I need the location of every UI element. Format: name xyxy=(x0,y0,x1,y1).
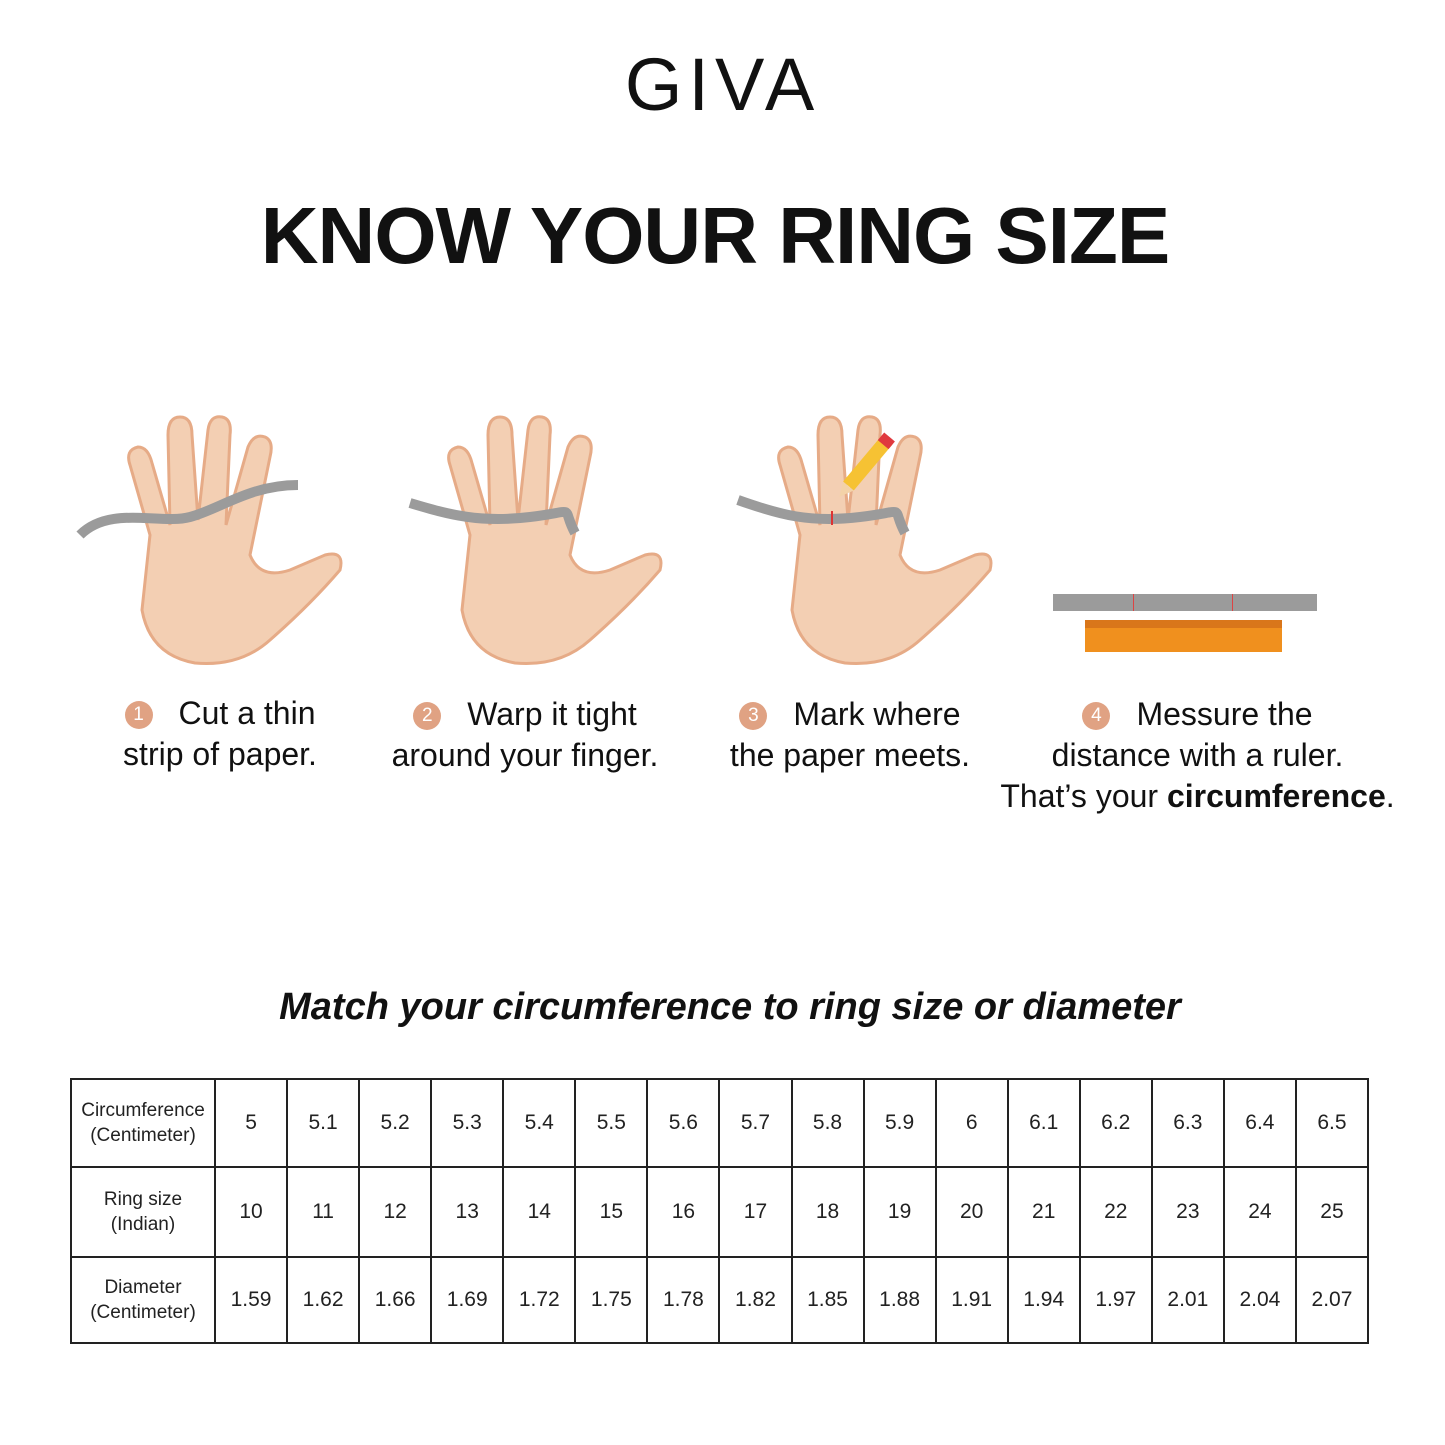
table-cell: 22 xyxy=(1078,1166,1153,1258)
pencil-icon xyxy=(839,432,895,497)
table-cell: 1.66 xyxy=(358,1256,433,1344)
table-cell: 17 xyxy=(718,1166,793,1258)
table-cell: 1.85 xyxy=(790,1256,865,1344)
table-cell: 1.91 xyxy=(934,1256,1009,1344)
step-text: Mark where xyxy=(793,696,961,732)
paper-strip xyxy=(1053,594,1317,611)
table-cell: 25 xyxy=(1294,1166,1370,1258)
table-cell: 5.9 xyxy=(862,1078,937,1168)
table-cell: 1.69 xyxy=(430,1256,505,1344)
table-cell: 2.04 xyxy=(1222,1256,1297,1344)
table-cell: 1.97 xyxy=(1078,1256,1153,1344)
step-1: 1 Cut a thin strip of paper. xyxy=(40,693,400,775)
row-header-text: Diameter xyxy=(104,1277,182,1298)
table-cell: 15 xyxy=(574,1166,649,1258)
step-4: 4 Messure the distance with a ruler. That’s… xyxy=(990,694,1405,817)
table-cell: 1.88 xyxy=(862,1256,937,1344)
hand-illustration-step-3 xyxy=(736,415,993,666)
table-cell: 6.5 xyxy=(1294,1078,1370,1168)
table-cell: 14 xyxy=(502,1166,577,1258)
step-text: the paper meets. xyxy=(729,737,971,773)
table-cell: 6.1 xyxy=(1006,1078,1081,1168)
circumference-emphasis: circumference xyxy=(1166,778,1386,814)
page-title: KNOW YOUR RING SIZE xyxy=(260,191,1170,280)
table-cell: 5.6 xyxy=(646,1078,721,1168)
table-subtitle: Match your circumference to ring size or… xyxy=(279,986,1181,1028)
table-cell: 5.4 xyxy=(502,1078,577,1168)
table-cell: 16 xyxy=(646,1166,721,1258)
table-cell: 5.2 xyxy=(358,1078,433,1168)
table-cell: 1.82 xyxy=(718,1256,793,1344)
step-3: 3 Mark where the paper meets. xyxy=(670,694,1030,776)
table-cell: 24 xyxy=(1222,1166,1297,1258)
step-number-badge: 4 xyxy=(1082,702,1111,730)
table-row: Ring size (Indian) 10 11 12 13 14 15 16 17 18 19 20 2… xyxy=(70,1166,1370,1258)
row-header: Circumference (Centimeter) xyxy=(70,1078,216,1168)
table-cell: 1.78 xyxy=(646,1256,721,1344)
row-header-text: Ring size xyxy=(103,1189,183,1210)
table-cell: 1.59 xyxy=(213,1256,289,1344)
table-cell: 23 xyxy=(1150,1166,1225,1258)
giva-logo: GIVA xyxy=(624,43,821,126)
table-cell: 13 xyxy=(430,1166,505,1258)
step-text: . xyxy=(1385,778,1395,814)
table-cell: 1.94 xyxy=(1006,1256,1081,1344)
table-cell: 5.7 xyxy=(718,1078,793,1168)
table-cell: 5.8 xyxy=(790,1078,865,1168)
table-cell: 20 xyxy=(934,1166,1009,1258)
step-number-badge: 2 xyxy=(413,702,442,730)
table-cell: 6.3 xyxy=(1150,1078,1225,1168)
step-text: Messure the xyxy=(1136,696,1313,732)
table-row: Diameter (Centimeter) 1.59 1.62 1.66 1.69 1.72… xyxy=(70,1256,1370,1344)
step-number-badge: 3 xyxy=(739,702,768,730)
row-header-text: Circumference xyxy=(81,1100,205,1121)
hand-illustration-step-1 xyxy=(76,415,343,666)
row-header: Ring size (Indian) xyxy=(70,1166,216,1258)
table-cell: 11 xyxy=(286,1166,361,1258)
table-cell: 5 xyxy=(213,1078,289,1168)
table-cell: 5.5 xyxy=(574,1078,649,1168)
step-text: strip of paper. xyxy=(123,736,317,772)
table-cell: 6 xyxy=(934,1078,1009,1168)
table-cell: 18 xyxy=(790,1166,865,1258)
ruler-icon xyxy=(1085,620,1282,652)
table-cell: 21 xyxy=(1006,1166,1081,1258)
table-cell: 19 xyxy=(862,1166,937,1258)
step-text: That’s your xyxy=(1000,778,1167,814)
table-cell: 1.62 xyxy=(286,1256,361,1344)
table-cell: 1.72 xyxy=(502,1256,577,1344)
table-cell: 6.2 xyxy=(1078,1078,1153,1168)
table-cell: 1.75 xyxy=(574,1256,649,1344)
table-cell: 6.4 xyxy=(1222,1078,1297,1168)
row-header-text: (Indian) xyxy=(110,1214,176,1235)
table-cell: 5.3 xyxy=(430,1078,505,1168)
step-2: 2 Warp it tight around your finger. xyxy=(345,694,705,776)
table-cell: 10 xyxy=(213,1166,289,1258)
step-text: around your finger. xyxy=(391,737,659,773)
step-number-badge: 1 xyxy=(124,701,153,729)
hand-illustration-step-2 xyxy=(408,415,663,666)
row-header-text: (Centimeter) xyxy=(90,1125,196,1146)
table-row: Circumference (Centimeter) 5 5.1 5.2 5.3 5.4 5.… xyxy=(70,1078,1370,1168)
ring-size-table: Circumference (Centimeter) 5 5.1 5.2 5.3 5.4 5.… xyxy=(70,1078,1370,1344)
table-cell: 2.07 xyxy=(1294,1256,1370,1344)
table-cell: 5.1 xyxy=(286,1078,361,1168)
table-cell: 12 xyxy=(358,1166,433,1258)
step-text: distance with a ruler. xyxy=(1051,737,1344,773)
step-text: Cut a thin xyxy=(178,695,316,731)
row-header: Diameter (Centimeter) xyxy=(70,1256,216,1344)
step-text: Warp it tight xyxy=(467,696,637,732)
table-cell: 2.01 xyxy=(1150,1256,1225,1344)
row-header-text: (Centimeter) xyxy=(90,1302,196,1323)
